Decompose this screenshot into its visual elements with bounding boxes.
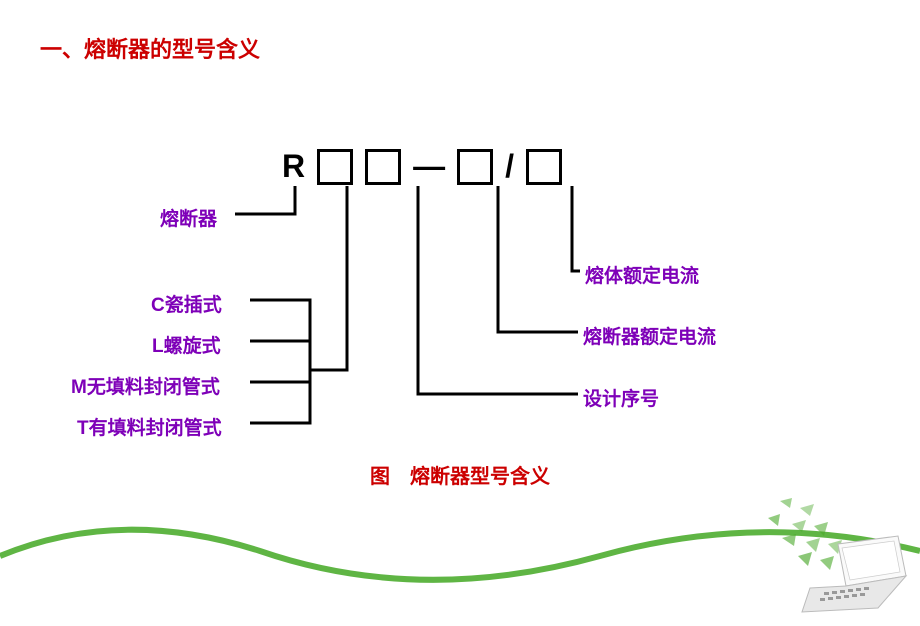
- label-type-t: T有填料封闭管式: [77, 413, 222, 440]
- formula-slash: /: [505, 148, 514, 185]
- figure-caption: 图 熔断器型号含义: [370, 460, 550, 489]
- label-type-c: C瓷插式: [151, 290, 222, 317]
- formula-box-3: [457, 149, 493, 185]
- formula-box-2: [365, 149, 401, 185]
- label-type-l: L螺旋式: [152, 331, 221, 358]
- formula-dash: —: [413, 148, 445, 185]
- particle-stream: [768, 498, 842, 570]
- laptop-body: [802, 536, 906, 612]
- model-formula: R — /: [282, 148, 562, 185]
- label-type-m: M无填料封闭管式: [71, 372, 220, 399]
- label-design-seq: 设计序号: [583, 384, 659, 411]
- formula-box-1: [317, 149, 353, 185]
- section-title: 一、熔断器的型号含义: [40, 32, 260, 64]
- label-melt-current: 熔体额定电流: [585, 261, 699, 288]
- laptop-illustration: [750, 496, 910, 616]
- label-fuse: 熔断器: [160, 204, 217, 231]
- formula-box-4: [526, 149, 562, 185]
- formula-letter-r: R: [282, 148, 305, 185]
- label-fuse-current: 熔断器额定电流: [583, 322, 716, 349]
